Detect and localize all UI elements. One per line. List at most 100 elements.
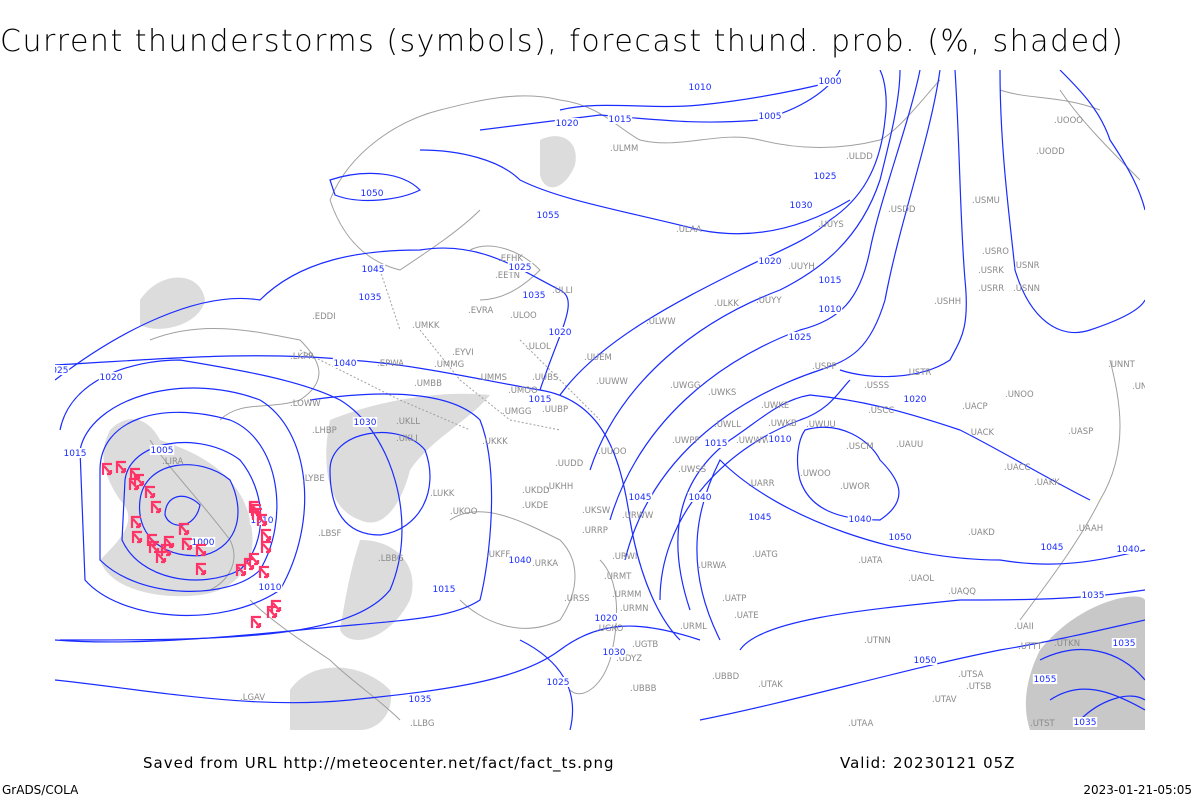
isobar-label: 1035 bbox=[523, 291, 546, 301]
isobar-label-bg bbox=[747, 512, 773, 522]
isobar-label: 1015 bbox=[609, 115, 632, 125]
thunderstorm-symbol-icon bbox=[101, 462, 113, 476]
thunderstorm-symbols bbox=[101, 460, 282, 629]
valid-time-text: Valid: 20230121 05Z bbox=[840, 754, 1016, 772]
isobar-label-bg bbox=[607, 114, 633, 124]
station-label: .ULDD bbox=[846, 152, 873, 162]
thunderstorm-symbol-icon bbox=[260, 528, 272, 542]
isobar-label: 1010 bbox=[769, 435, 792, 445]
station-label: .UTAV bbox=[932, 695, 957, 705]
thunderstorm-symbol-icon bbox=[160, 543, 172, 557]
thunderstorm-symbol-icon bbox=[148, 540, 160, 554]
isobar-label: 1025 bbox=[509, 263, 532, 273]
station-label: .ULKK bbox=[714, 299, 739, 309]
station-label: .UMMG bbox=[434, 360, 464, 370]
isobar-label: 1010 bbox=[689, 83, 712, 93]
isobar-label: 1020 bbox=[904, 395, 927, 405]
isobar-label-bg bbox=[1072, 717, 1098, 727]
station-label: .UTAK bbox=[758, 680, 783, 690]
isobar-line bbox=[839, 70, 967, 378]
coastline-baltic bbox=[469, 245, 541, 301]
isobar-label: 1020 bbox=[595, 614, 618, 624]
station-label: .EFHK bbox=[498, 254, 523, 264]
thunderstorm-symbol-icon bbox=[155, 550, 167, 564]
station-label: .LIRA bbox=[162, 457, 184, 467]
station-label: .URKA bbox=[532, 559, 558, 569]
isobar-label: 1045 bbox=[1041, 543, 1064, 553]
station-label: .UBBB bbox=[630, 684, 657, 694]
station-label: .UMBB bbox=[414, 379, 442, 389]
isobar-label-bg bbox=[757, 256, 783, 266]
coastline-arctic-russia bbox=[879, 79, 1101, 141]
station-label: .UATG bbox=[752, 550, 778, 560]
station-label: .UATE bbox=[734, 611, 759, 621]
border-lines bbox=[299, 269, 601, 431]
isobar-label-bg bbox=[887, 532, 913, 542]
station-label: .LKPR bbox=[290, 352, 314, 362]
isobar-label: 1035 bbox=[409, 695, 432, 705]
station-label: .UBBD bbox=[712, 672, 740, 682]
isobar-label: 1030 bbox=[603, 648, 626, 658]
isobar-label-bg bbox=[62, 448, 88, 458]
station-label: .UWKS bbox=[708, 388, 736, 398]
thunderstorm-symbol-icon bbox=[258, 565, 270, 579]
isobar-label-bg bbox=[687, 492, 713, 502]
shade-area-france bbox=[140, 277, 205, 329]
isobar-label: 1055 bbox=[1034, 675, 1057, 685]
isobar-label: 1015 bbox=[705, 439, 728, 449]
isobar-line bbox=[99, 411, 278, 592]
thunderstorm-symbol-icon bbox=[250, 503, 262, 517]
isobar-label-bg bbox=[787, 332, 813, 342]
isobar-label: 1015 bbox=[433, 585, 456, 595]
isobar-label: 1025 bbox=[547, 678, 570, 688]
coastline-pacific bbox=[1019, 89, 1141, 621]
isobar-line bbox=[479, 70, 841, 131]
isobar-label-bg bbox=[812, 171, 838, 181]
isobar-label: 1050 bbox=[889, 533, 912, 543]
station-label: .UAII bbox=[1014, 622, 1034, 632]
isobar-line bbox=[419, 149, 851, 235]
station-label: .LOWW bbox=[290, 399, 321, 409]
thunderstorm-symbol-icon bbox=[130, 515, 142, 529]
isobar-label: 1030 bbox=[790, 201, 813, 211]
isobars bbox=[55, 70, 1145, 730]
station-label: .UKLI bbox=[396, 434, 418, 444]
station-label: .ULLI bbox=[552, 286, 573, 296]
station-label: .ULWW bbox=[646, 317, 676, 327]
isobar-label-bg bbox=[547, 327, 573, 337]
isobar-label: 1005 bbox=[759, 112, 782, 122]
station-labels: .EFHK .EETN .ULLI .EVRA .ULOO .UMKK .EDDI .EYVI… bbox=[162, 116, 1145, 729]
station-label: .USRR bbox=[978, 284, 1004, 294]
shade-area-aegean bbox=[290, 667, 391, 730]
station-label: .URSS bbox=[564, 594, 590, 604]
station-label: .USRK bbox=[978, 266, 1004, 276]
isobar-line bbox=[796, 426, 900, 521]
station-label: .USRO bbox=[982, 247, 1009, 257]
station-label: .LHBP bbox=[312, 426, 337, 436]
isobar-label-bg bbox=[757, 111, 783, 121]
station-label: .UWOO bbox=[800, 469, 831, 479]
station-label: .USMU bbox=[972, 196, 1000, 206]
thunderstorm-symbol-icon bbox=[250, 615, 262, 629]
thunderstorm-symbol-icon bbox=[178, 522, 190, 536]
thunderstorm-symbol-icon bbox=[181, 537, 193, 551]
isobar-label-bg bbox=[407, 694, 433, 704]
station-label: .UATP bbox=[722, 594, 746, 604]
isobar-label-bg bbox=[545, 677, 571, 687]
station-label: .UAKK bbox=[1034, 478, 1060, 488]
isobar-label-bg bbox=[817, 76, 843, 86]
isobar-label-bg bbox=[55, 365, 70, 375]
station-label: .UGKO bbox=[596, 624, 624, 634]
isobar-label: 1035 bbox=[1113, 639, 1136, 649]
station-label: .UTTT bbox=[1018, 642, 1043, 652]
isobar-label-bg bbox=[527, 394, 553, 404]
isobar-label-bg bbox=[507, 555, 533, 565]
isobar-label: 1045 bbox=[749, 513, 772, 523]
station-label: .UMMS bbox=[478, 373, 507, 383]
isobar-label-bg bbox=[627, 492, 653, 502]
station-label: .UTST bbox=[1030, 719, 1056, 729]
isobar-label: 1015 bbox=[64, 449, 87, 459]
station-label: .EVRA bbox=[468, 306, 493, 316]
thunderstorm-symbol-icon bbox=[163, 535, 175, 549]
isobar-label: 1035 bbox=[1082, 591, 1105, 601]
